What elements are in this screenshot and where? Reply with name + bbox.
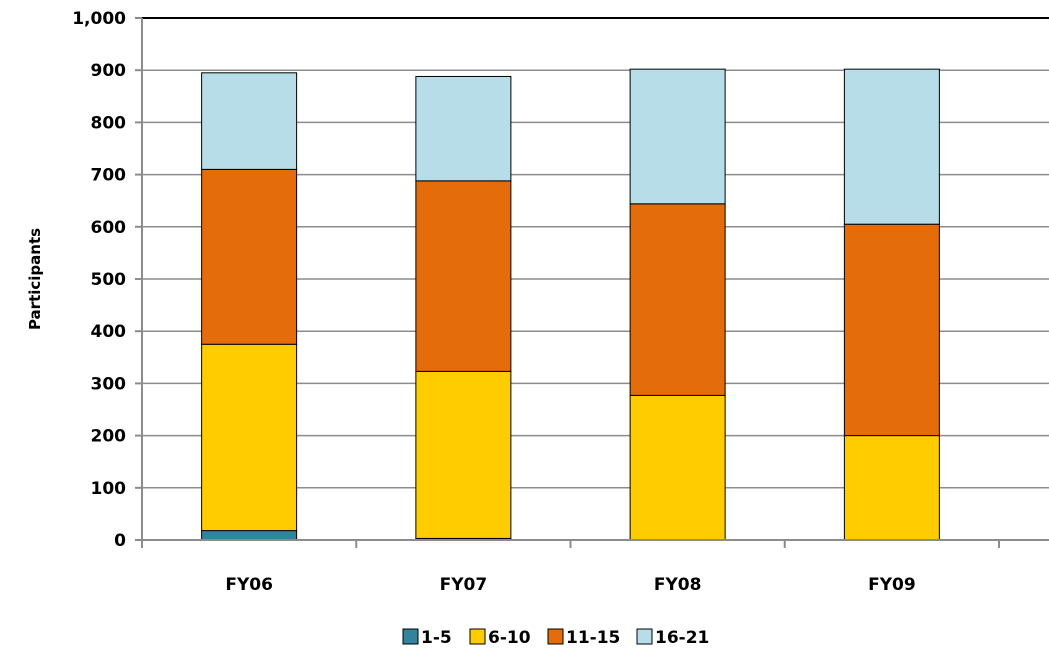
x-tick-label: FY06 (225, 575, 273, 595)
y-tick-labels: 0 100 200 300 400 500 600 700 800 900 1,000 (72, 9, 126, 551)
bar-segment-16-21-FY07 (415, 75, 512, 182)
legend-label-1-5: 1-5 (421, 628, 452, 648)
bar-segment-6-10-FY08 (629, 394, 726, 541)
bar-segment-11-15-FY07 (415, 180, 512, 372)
x-tick-label: FY08 (654, 575, 702, 595)
bar-segment-6-10-FY06 (201, 343, 298, 532)
bar-segment-6-10-FY07 (415, 370, 512, 539)
bar-segment-6-10-FY09 (843, 435, 940, 541)
legend-label-16-21: 16-21 (655, 628, 709, 648)
y-tick-label: 400 (91, 322, 127, 342)
legend-label-11-15: 11-15 (566, 628, 620, 648)
y-tick-label: 300 (91, 374, 127, 394)
y-tick-label: 700 (91, 166, 127, 186)
legend: 1-5 6-10 11-15 16-21 (402, 628, 709, 648)
y-tick-label: 200 (91, 427, 127, 447)
bars (201, 68, 940, 541)
bar-segment-11-15-FY06 (201, 168, 298, 345)
bar-segment-11-15-FY09 (843, 223, 940, 437)
bar-segment-16-21-FY08 (629, 68, 726, 205)
bar-segment-16-21-FY06 (201, 72, 298, 170)
y-tick-label: 0 (114, 531, 126, 551)
legend-swatch-16-21 (636, 628, 653, 645)
bar-segment-16-21-FY09 (843, 68, 940, 225)
y-axis-title: Participants (26, 228, 44, 330)
x-tick-label: FY07 (440, 575, 488, 595)
axes (135, 17, 1049, 548)
y-tick-label: 600 (91, 218, 127, 238)
y-tick-label: 900 (91, 61, 127, 81)
y-tick-label: 1,000 (72, 9, 126, 29)
y-tick-label: 800 (91, 113, 127, 133)
legend-label-6-10: 6-10 (488, 628, 531, 648)
legend-swatch-11-15 (547, 628, 564, 645)
x-tick-label: FY09 (868, 575, 916, 595)
bar-segment-1-5-FY06 (201, 530, 298, 541)
bar-segment-11-15-FY08 (629, 203, 726, 396)
y-tick-label: 500 (91, 270, 127, 290)
y-tick-label: 100 (91, 479, 127, 499)
x-tick-labels: FY06 FY07 FY08 FY09 (225, 575, 915, 595)
legend-swatch-1-5 (402, 628, 419, 645)
legend-swatch-6-10 (469, 628, 486, 645)
